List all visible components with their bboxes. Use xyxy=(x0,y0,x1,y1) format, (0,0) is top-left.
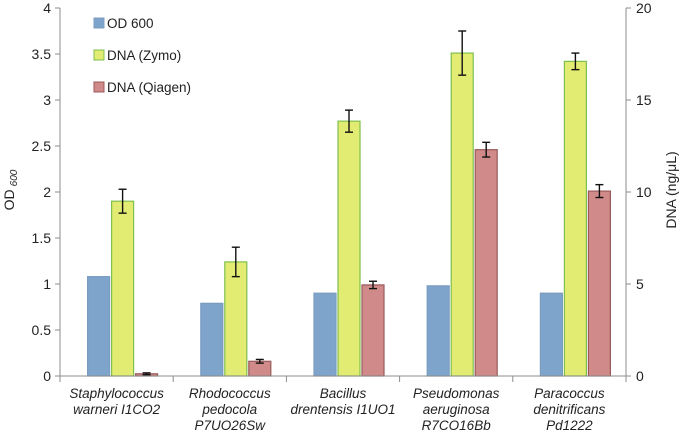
error-bars xyxy=(118,30,604,376)
left-axis-title: OD 600 xyxy=(1,169,20,210)
legend-label-0: OD 600 xyxy=(107,16,154,31)
right-axis-title: DNA (ng/μL) xyxy=(663,151,679,228)
category-label-line: drentensis I1UO1 xyxy=(290,402,395,417)
legend: OD 600 DNA (Zymo) DNA (Qiagen) xyxy=(93,16,191,95)
category-label-line: warneri I1CO2 xyxy=(73,402,161,417)
left-tick-label: 4 xyxy=(43,0,51,16)
bar-od-600-2 xyxy=(313,292,337,377)
bar-od-600-0 xyxy=(86,276,111,377)
left-tick-label: 2 xyxy=(43,184,51,200)
right-tick-label: 15 xyxy=(636,92,652,108)
category-label-line: Bacillus xyxy=(320,386,367,401)
category-label: Staphylococcus warneri I1CO2 xyxy=(69,386,164,417)
right-tick-label: 20 xyxy=(636,0,652,16)
legend-swatch-2 xyxy=(93,81,105,93)
right-axis-ticks: 0 5 10 15 20 xyxy=(626,0,652,384)
category-label-line: aeruginosa xyxy=(423,402,490,417)
bar-dna-qiagen-3 xyxy=(474,149,498,377)
left-tick-label: 3.5 xyxy=(32,46,52,62)
category-label-line: pedocola xyxy=(201,402,257,417)
category-label: Pseudomonas aeruginosa R7CO16Bb xyxy=(413,386,500,433)
legend-label-2: DNA (Qiagen) xyxy=(107,80,191,95)
right-tick-label: 10 xyxy=(636,184,652,200)
category-label-line: Rhodococcus xyxy=(189,386,271,401)
bar-dna-zymo-3 xyxy=(450,52,474,377)
left-tick-label: 2.5 xyxy=(32,138,52,154)
category-label: Paracoccus denitrificans Pd1222 xyxy=(533,386,605,433)
category-label: Rhodococcus pedocola P7UO26Sw xyxy=(189,386,271,433)
left-tick-label: 0.5 xyxy=(32,322,52,338)
right-tick-label: 5 xyxy=(636,276,644,292)
bar-od-600-1 xyxy=(200,302,224,377)
bar-dna-zymo-4 xyxy=(563,60,588,377)
left-tick-label: 1 xyxy=(43,276,51,292)
left-tick-label: 0 xyxy=(43,368,51,384)
category-label-line: P7UO26Sw xyxy=(195,418,267,433)
bars xyxy=(86,52,612,377)
bar-od-600-3 xyxy=(426,285,450,377)
category-label-line: Paracoccus xyxy=(534,386,605,401)
left-axis-title-sub: 600 xyxy=(9,169,20,186)
category-label: Bacillus drentensis I1UO1 xyxy=(290,386,395,417)
bar-dna-qiagen-2 xyxy=(361,284,385,377)
category-labels: Staphylococcus warneri I1CO2 Rhodococcus pe… xyxy=(69,386,605,433)
left-axis-ticks: 0 0.5 1 1.5 2 2.5 3 3.5 4 xyxy=(32,0,60,384)
legend-swatch-1 xyxy=(93,49,105,61)
category-label-line: denitrificans xyxy=(533,402,605,417)
bar-od-600-4 xyxy=(539,292,564,377)
bar-dna-zymo-0 xyxy=(110,200,135,377)
legend-swatch-0 xyxy=(93,17,105,29)
bar-dna-zymo-1 xyxy=(224,261,248,377)
left-axis-title-main: OD xyxy=(1,189,17,210)
category-label-line: Staphylococcus xyxy=(69,386,164,401)
left-tick-label: 3 xyxy=(43,92,51,108)
right-tick-label: 0 xyxy=(636,368,644,384)
category-label-line: Pseudomonas xyxy=(413,386,500,401)
bar-dna-qiagen-4 xyxy=(587,190,612,377)
category-label-line: R7CO16Bb xyxy=(422,418,492,433)
category-label-line: Pd1222 xyxy=(546,418,593,433)
legend-label-1: DNA (Zymo) xyxy=(107,48,181,63)
left-tick-label: 1.5 xyxy=(32,230,52,246)
bar-dna-zymo-2 xyxy=(337,120,361,377)
